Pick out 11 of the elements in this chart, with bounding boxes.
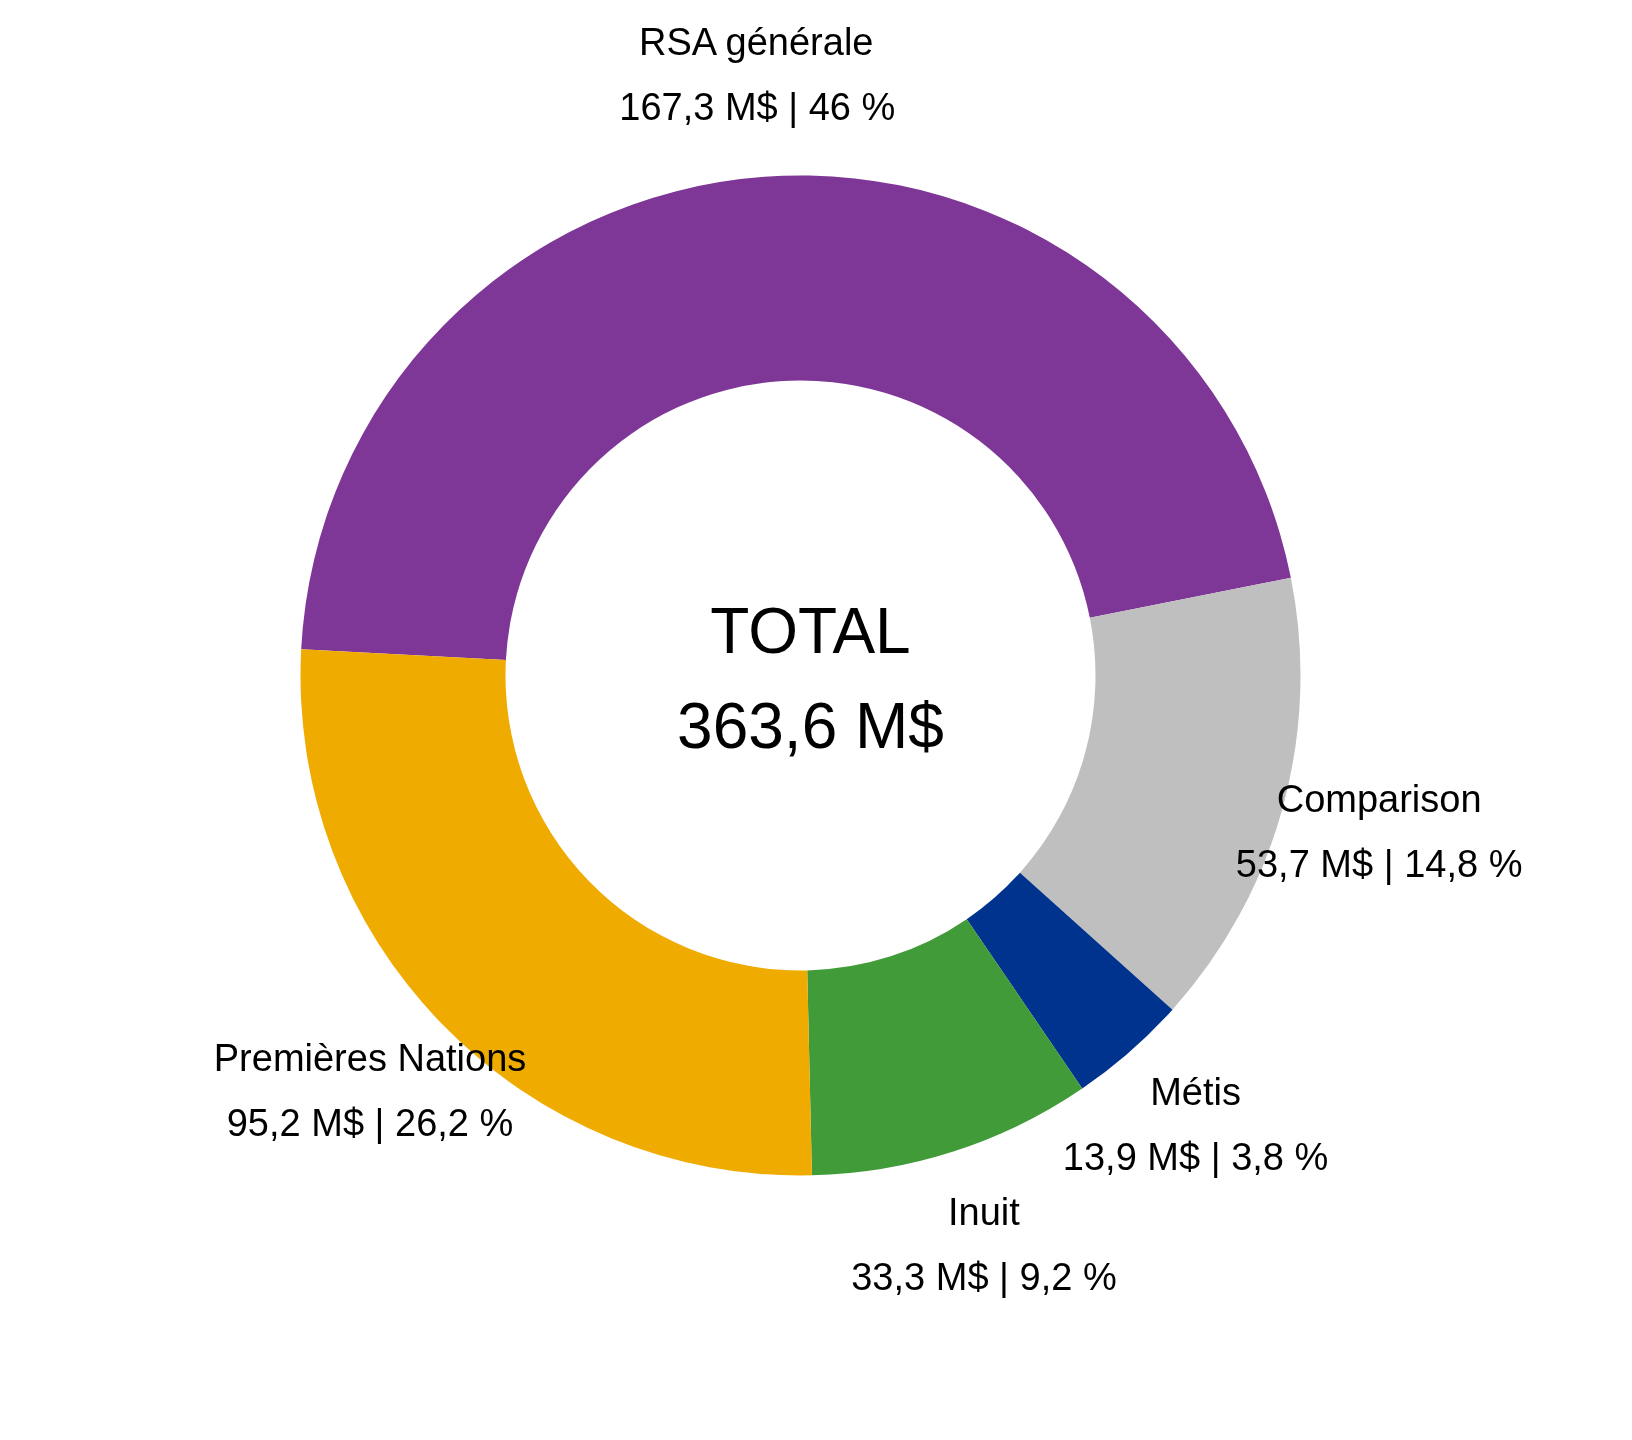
data-label: 33,3 M$ | 9,2 % <box>851 1255 1117 1298</box>
slice-label: Métis <box>1150 1071 1241 1114</box>
text: TOTAL <box>710 594 911 667</box>
data-label: 95,2 M$ | 26,2 % <box>226 1102 514 1145</box>
slice-label: RSA générale <box>638 21 874 64</box>
data-label: 13,9 M$ | 3,8 % <box>1062 1136 1329 1179</box>
slice-label: Comparison <box>1276 778 1482 821</box>
text: 363,6 M$ <box>677 689 944 762</box>
data-label: 167,3 M$ | 46 % <box>619 86 896 129</box>
slice-label: Inuit <box>948 1190 1021 1233</box>
data-label: 53,7 M$ | 14,8 % <box>1235 843 1523 886</box>
